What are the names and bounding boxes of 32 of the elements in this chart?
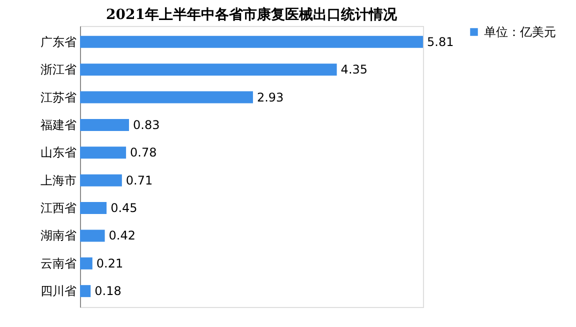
y-tick-label: 上海市 xyxy=(40,173,76,188)
bar xyxy=(80,118,129,131)
data-label: 2.93 xyxy=(256,90,284,104)
legend-label: 单位：亿美元 xyxy=(484,25,556,39)
data-label: 0.21 xyxy=(96,256,124,270)
y-tick-label: 广东省 xyxy=(40,34,76,49)
bar xyxy=(80,230,105,242)
y-tick-label: 江西省 xyxy=(40,201,76,216)
bar xyxy=(80,257,92,270)
data-label: 0.71 xyxy=(126,173,153,188)
data-label: 5.81 xyxy=(427,34,454,49)
y-tick-label: 山东省 xyxy=(40,146,76,160)
bar xyxy=(80,64,337,76)
data-label: 4.35 xyxy=(340,62,368,77)
y-tick-label: 江苏省 xyxy=(40,90,76,104)
y-tick-label: 浙江省 xyxy=(40,62,76,77)
y-tick-label: 湖南省 xyxy=(40,228,76,243)
data-label: 0.45 xyxy=(110,201,138,216)
y-tick-label: 云南省 xyxy=(40,256,76,270)
data-label: 0.83 xyxy=(133,118,160,132)
chart-title: 2021年上半年中各省市康复医械出口统计情况 xyxy=(106,6,398,23)
bar xyxy=(80,202,107,214)
bar xyxy=(80,91,253,104)
data-label: 0.42 xyxy=(108,228,136,243)
bar xyxy=(80,174,122,186)
bar xyxy=(80,36,423,48)
y-tick-label: 福建省 xyxy=(40,118,76,132)
bar xyxy=(80,285,91,298)
data-label: 0.78 xyxy=(130,146,157,160)
data-label: 0.18 xyxy=(94,284,122,298)
y-tick-label: 四川省 xyxy=(40,284,76,298)
bar xyxy=(80,146,126,159)
